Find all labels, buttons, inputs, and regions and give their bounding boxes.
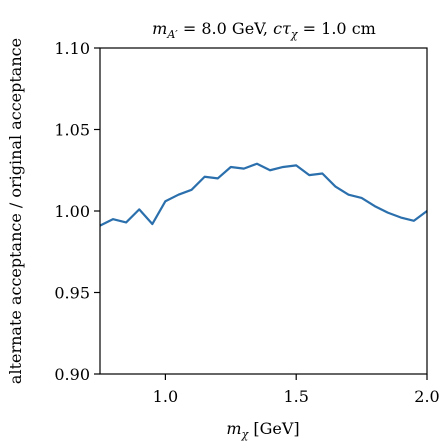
- xlabel-m-sub: χ: [241, 428, 250, 441]
- x-tick-label: 2.0: [414, 387, 439, 406]
- chart-title: mA′ = 8.0 GeV, cτχ = 1.0 cm: [152, 19, 376, 41]
- xlabel-m: m: [226, 419, 241, 438]
- y-tick-label: 1.00: [54, 202, 90, 221]
- x-tick-label: 1.0: [153, 387, 178, 406]
- y-tick-label: 0.90: [54, 365, 90, 384]
- x-axis-label: mχ [GeV]: [226, 419, 299, 441]
- title-ctau-sub: χ: [290, 28, 299, 41]
- title-ctau: cτ: [273, 19, 292, 38]
- svg-text:mχ [GeV]: mχ [GeV]: [226, 419, 299, 441]
- x-tick-label: 1.5: [283, 387, 308, 406]
- svg-text:mA′ = 8.0 GeV, cτχ = 1.0 cm: mA′ = 8.0 GeV, cτχ = 1.0 cm: [152, 19, 376, 41]
- title-mid: = 8.0 GeV,: [178, 19, 273, 38]
- title-tail: = 1.0 cm: [298, 19, 376, 38]
- y-tick-label: 1.10: [54, 39, 90, 58]
- title-m: m: [152, 19, 167, 38]
- axis-ticks: 0.90 0.95 1.00 1.05 1.10 1.0 1.5 2.0: [54, 39, 439, 406]
- xlabel-tail: [GeV]: [248, 419, 299, 438]
- series-line-0: [99, 162, 428, 227]
- plot-frame: [99, 47, 428, 375]
- plot-area: [99, 162, 428, 227]
- y-tick-label: 1.05: [54, 121, 90, 140]
- y-axis-label: alternate acceptance / original acceptan…: [6, 38, 25, 384]
- title-m-sub: A′: [166, 28, 178, 41]
- y-tick-label: 0.95: [54, 284, 90, 303]
